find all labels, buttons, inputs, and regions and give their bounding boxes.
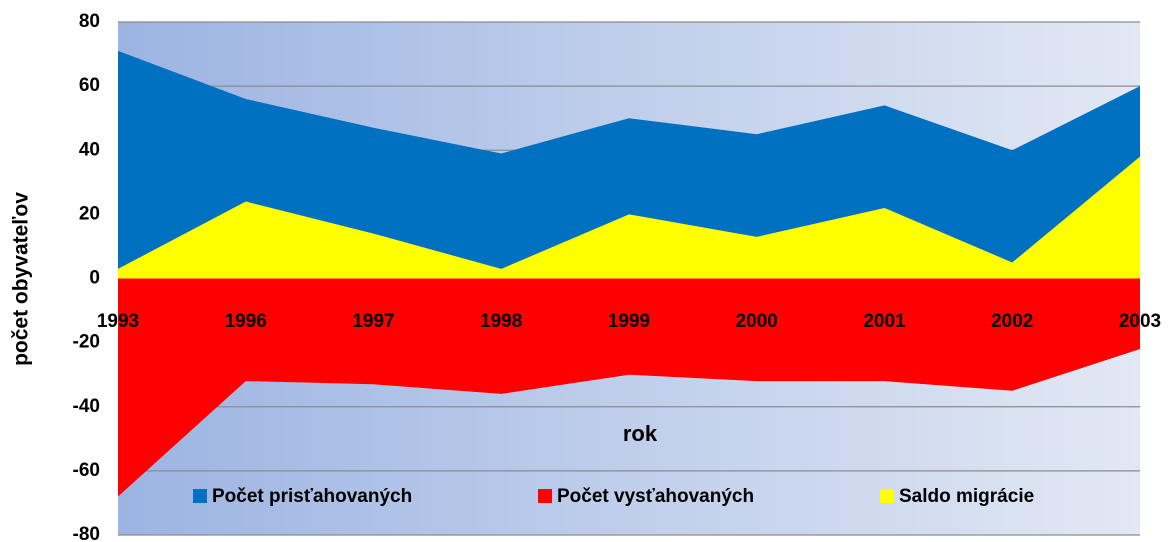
x-axis-title: rok <box>623 421 658 446</box>
y-axis-title: počet obyvateľov <box>10 192 33 366</box>
area <box>118 278 1140 497</box>
x-tick-label: 2002 <box>991 311 1033 332</box>
y-tick-label: -40 <box>73 396 100 417</box>
y-tick-label: 40 <box>79 139 100 160</box>
x-tick-label: 2003 <box>1119 311 1161 332</box>
x-tick-label: 1999 <box>608 311 650 332</box>
y-tick-label: -60 <box>73 460 100 481</box>
y-tick-label: 0 <box>89 268 100 289</box>
area <box>118 156 1140 279</box>
y-tick-label: -80 <box>73 524 100 542</box>
legend-label: Saldo migrácie <box>899 486 1034 507</box>
y-tick-label: 80 <box>79 11 100 32</box>
legend-swatch <box>193 489 207 503</box>
x-tick-label: 1993 <box>97 311 139 332</box>
legend-swatch <box>538 489 552 503</box>
y-tick-label: 60 <box>79 75 100 96</box>
x-tick-label: 1997 <box>352 311 394 332</box>
y-tick-label: 20 <box>79 203 100 224</box>
legend-label: Počet vysťahovaných <box>557 486 754 507</box>
y-tick-label: -20 <box>73 332 100 353</box>
x-tick-label: 2000 <box>736 311 778 332</box>
legend-swatch <box>880 489 894 503</box>
x-tick-label: 1998 <box>480 311 522 332</box>
x-tick-label: 2001 <box>863 311 906 332</box>
x-tick-label: 1996 <box>225 311 267 332</box>
legend-label: Počet prisťahovaných <box>212 486 412 507</box>
